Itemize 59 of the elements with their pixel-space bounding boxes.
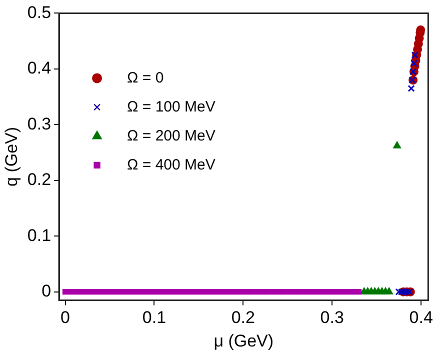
point	[185, 289, 191, 295]
y-tick-label: 0.2	[27, 170, 52, 190]
point	[190, 289, 196, 295]
y-tick-label: 0.4	[27, 58, 52, 78]
point	[73, 289, 79, 295]
y-axis-title: q (GeV)	[2, 126, 21, 186]
point	[126, 289, 132, 295]
point	[318, 289, 324, 295]
y-tick-label: 0.5	[27, 2, 52, 22]
legend-label: Ω = 0	[127, 69, 164, 86]
point	[174, 289, 180, 295]
point	[105, 289, 111, 295]
point	[340, 289, 346, 295]
point	[384, 286, 394, 294]
point	[94, 289, 100, 295]
point	[395, 288, 402, 296]
point	[142, 289, 148, 295]
point	[217, 289, 223, 295]
x-tick-label: 0.1	[142, 308, 166, 328]
legend-label: Ω = 100 MeV	[127, 98, 216, 116]
point	[137, 289, 143, 295]
y-tick-label: 0	[42, 282, 52, 301]
point	[398, 288, 406, 296]
point	[292, 289, 298, 295]
legend-label: Ω = 200 MeV	[127, 127, 216, 144]
x-axis-title: μ (GeV)	[214, 331, 274, 350]
point	[238, 289, 244, 295]
point	[121, 289, 127, 295]
point	[302, 289, 308, 295]
point	[89, 289, 95, 295]
point	[78, 289, 84, 295]
point	[110, 289, 116, 295]
x-tick-label: 0.3	[320, 308, 344, 328]
y-tick-label: 0.3	[27, 114, 52, 134]
x-tick-label: 0.4	[409, 308, 433, 328]
point	[392, 140, 402, 148]
point	[324, 289, 330, 295]
point	[249, 289, 255, 295]
point	[206, 289, 212, 295]
point	[334, 289, 340, 295]
point	[222, 289, 228, 295]
point	[350, 289, 356, 295]
point	[276, 289, 282, 295]
point	[356, 289, 362, 295]
point	[265, 289, 271, 295]
point	[270, 289, 276, 295]
x-tick-label: 0.2	[231, 308, 255, 328]
point	[153, 289, 159, 295]
point	[308, 289, 314, 295]
point	[62, 289, 68, 295]
point	[254, 289, 260, 295]
point	[169, 289, 175, 295]
point	[233, 289, 239, 295]
point	[201, 289, 207, 295]
point	[286, 289, 292, 295]
point	[158, 289, 164, 295]
legend-label: Ω = 400 MeV	[127, 156, 216, 174]
y-tick-label: 0.1	[27, 226, 52, 245]
x-tick-label: 0	[60, 308, 70, 328]
